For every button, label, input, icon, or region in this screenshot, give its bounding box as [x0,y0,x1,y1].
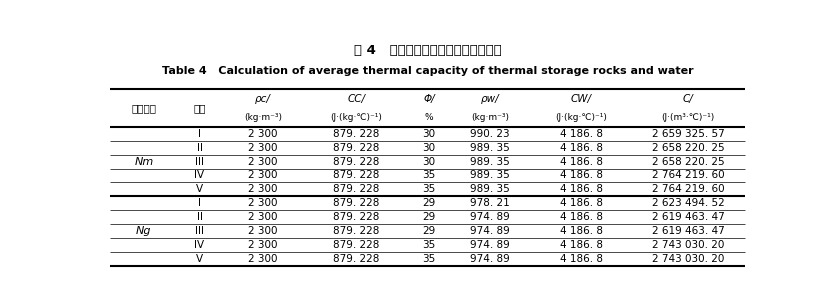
Text: 978. 21: 978. 21 [470,198,510,208]
Text: IV: IV [194,170,204,181]
Text: 2 764 219. 60: 2 764 219. 60 [652,185,725,194]
Text: Table 4   Calculation of average thermal capacity of thermal storage rocks and w: Table 4 Calculation of average thermal c… [162,66,693,76]
Text: 2 764 219. 60: 2 764 219. 60 [652,170,725,181]
Text: 879. 228: 879. 228 [333,240,380,250]
Text: II: II [196,212,203,222]
Text: 2 300: 2 300 [248,198,278,208]
Text: 879. 228: 879. 228 [333,170,380,181]
Text: 2 743 030. 20: 2 743 030. 20 [652,240,725,250]
Text: C/: C/ [683,95,694,104]
Text: 4 186. 8: 4 186. 8 [560,226,603,236]
Text: II: II [196,142,203,153]
Text: 879. 228: 879. 228 [333,185,380,194]
Text: 879. 228: 879. 228 [333,142,380,153]
Text: ρc/: ρc/ [255,95,271,104]
Text: Ng: Ng [136,226,151,236]
Text: 热储层位: 热储层位 [131,103,156,113]
Text: 974. 89: 974. 89 [470,254,510,264]
Text: IV: IV [194,240,204,250]
Text: 2 300: 2 300 [248,254,278,264]
Text: 989. 35: 989. 35 [470,185,510,194]
Text: 989. 35: 989. 35 [470,142,510,153]
Text: 2 658 220. 25: 2 658 220. 25 [652,157,725,166]
Text: 4 186. 8: 4 186. 8 [560,212,603,222]
Text: 879. 228: 879. 228 [333,212,380,222]
Text: I: I [198,198,201,208]
Text: 2 619 463. 47: 2 619 463. 47 [652,212,725,222]
Text: (J·(m³·℃)⁻¹): (J·(m³·℃)⁻¹) [661,113,715,122]
Text: 2 659 325. 57: 2 659 325. 57 [652,129,725,139]
Text: 974. 89: 974. 89 [470,226,510,236]
Text: 35: 35 [422,254,435,264]
Text: 35: 35 [422,240,435,250]
Text: 35: 35 [422,185,435,194]
Text: 30: 30 [422,157,435,166]
Text: III: III [195,157,204,166]
Text: 2 300: 2 300 [248,170,278,181]
Text: 35: 35 [422,170,435,181]
Text: 分区: 分区 [194,103,206,113]
Text: V: V [196,254,203,264]
Text: 30: 30 [422,142,435,153]
Text: CC/: CC/ [347,95,366,104]
Text: 4 186. 8: 4 186. 8 [560,198,603,208]
Text: I: I [198,129,201,139]
Text: ρw/: ρw/ [480,95,499,104]
Text: 4 186. 8: 4 186. 8 [560,142,603,153]
Text: 29: 29 [422,198,435,208]
Text: 2 300: 2 300 [248,157,278,166]
Text: CW/: CW/ [571,95,592,104]
Text: III: III [195,226,204,236]
Text: 2 300: 2 300 [248,212,278,222]
Text: 29: 29 [422,212,435,222]
Text: 989. 35: 989. 35 [470,157,510,166]
Text: 2 300: 2 300 [248,129,278,139]
Text: 30: 30 [422,129,435,139]
Text: 879. 228: 879. 228 [333,157,380,166]
Text: 974. 89: 974. 89 [470,212,510,222]
Text: (J·(kg·℃)⁻¹): (J·(kg·℃)⁻¹) [331,113,382,122]
Text: 4 186. 8: 4 186. 8 [560,254,603,264]
Text: 2 300: 2 300 [248,240,278,250]
Text: V: V [196,185,203,194]
Text: 2 300: 2 300 [248,142,278,153]
Text: 29: 29 [422,226,435,236]
Text: 974. 89: 974. 89 [470,240,510,250]
Text: (kg·m⁻³): (kg·m⁻³) [243,113,282,122]
Text: %: % [425,113,433,122]
Text: 4 186. 8: 4 186. 8 [560,240,603,250]
Text: 2 300: 2 300 [248,185,278,194]
Text: 表 4   热储岩石和水的平均热容量计算: 表 4 热储岩石和水的平均热容量计算 [354,44,501,57]
Text: 879. 228: 879. 228 [333,198,380,208]
Text: 879. 228: 879. 228 [333,129,380,139]
Text: (kg·m⁻³): (kg·m⁻³) [471,113,509,122]
Text: 990. 23: 990. 23 [470,129,510,139]
Text: 4 186. 8: 4 186. 8 [560,129,603,139]
Text: 4 186. 8: 4 186. 8 [560,157,603,166]
Text: 4 186. 8: 4 186. 8 [560,185,603,194]
Text: 989. 35: 989. 35 [470,170,510,181]
Text: Φ/: Φ/ [423,95,435,104]
Text: 2 658 220. 25: 2 658 220. 25 [652,142,725,153]
Text: 2 619 463. 47: 2 619 463. 47 [652,226,725,236]
Text: 2 743 030. 20: 2 743 030. 20 [652,254,725,264]
Text: (J·(kg·℃)⁻¹): (J·(kg·℃)⁻¹) [556,113,607,122]
Text: 879. 228: 879. 228 [333,226,380,236]
Text: Nm: Nm [135,157,154,166]
Text: 879. 228: 879. 228 [333,254,380,264]
Text: 2 623 494. 52: 2 623 494. 52 [652,198,725,208]
Text: 4 186. 8: 4 186. 8 [560,170,603,181]
Text: 2 300: 2 300 [248,226,278,236]
